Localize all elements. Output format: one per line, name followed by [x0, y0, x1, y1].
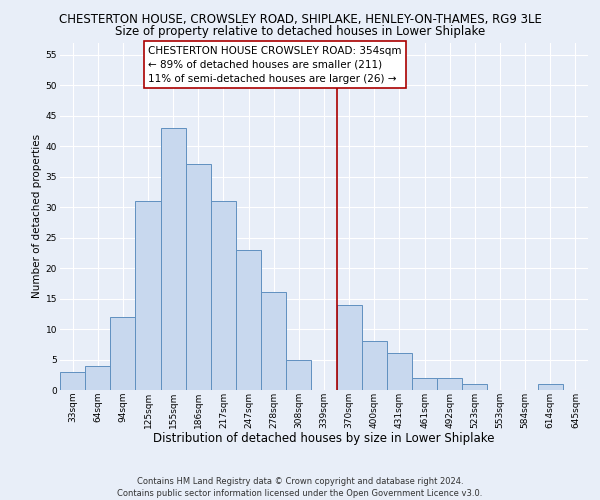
Bar [85, 366, 110, 390]
Bar [462, 384, 487, 390]
Text: CHESTERTON HOUSE CROWSLEY ROAD: 354sqm
← 89% of detached houses are smaller (211: CHESTERTON HOUSE CROWSLEY ROAD: 354sqm ←… [148, 46, 401, 84]
Bar [286, 360, 311, 390]
Bar [337, 304, 362, 390]
Bar [538, 384, 563, 390]
Bar [236, 250, 261, 390]
Bar [211, 201, 236, 390]
Y-axis label: Number of detached properties: Number of detached properties [32, 134, 41, 298]
Bar [136, 201, 161, 390]
Bar [362, 341, 387, 390]
Bar [261, 292, 286, 390]
X-axis label: Distribution of detached houses by size in Lower Shiplake: Distribution of detached houses by size … [153, 432, 495, 445]
Bar [110, 317, 136, 390]
Bar [186, 164, 211, 390]
Bar [387, 354, 412, 390]
Bar [60, 372, 85, 390]
Bar [161, 128, 186, 390]
Bar [437, 378, 462, 390]
Bar [412, 378, 437, 390]
Text: Size of property relative to detached houses in Lower Shiplake: Size of property relative to detached ho… [115, 25, 485, 38]
Text: CHESTERTON HOUSE, CROWSLEY ROAD, SHIPLAKE, HENLEY-ON-THAMES, RG9 3LE: CHESTERTON HOUSE, CROWSLEY ROAD, SHIPLAK… [59, 12, 541, 26]
Text: Contains HM Land Registry data © Crown copyright and database right 2024.
Contai: Contains HM Land Registry data © Crown c… [118, 476, 482, 498]
